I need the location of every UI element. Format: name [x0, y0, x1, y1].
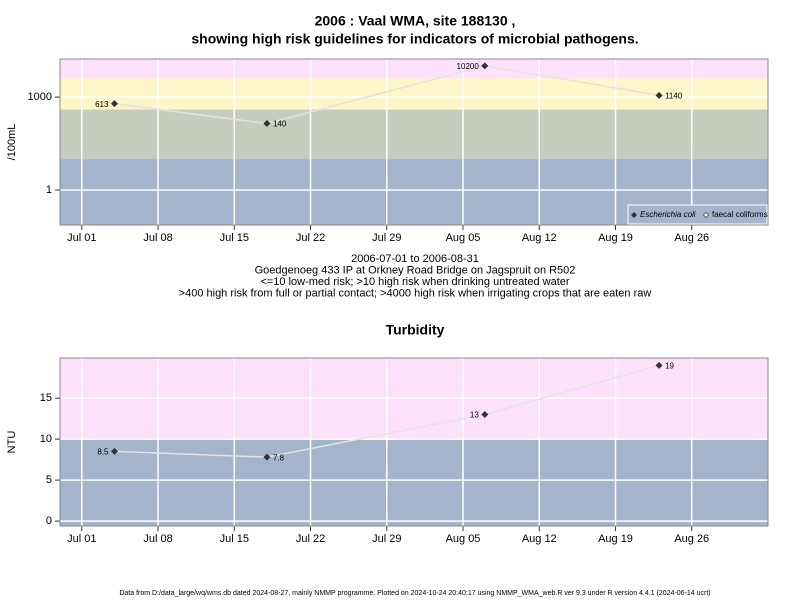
chart-title: Turbidity [386, 322, 445, 338]
risk-band [60, 78, 768, 110]
y-axis-label: /100mL [6, 124, 18, 161]
y-tick-label: 0 [46, 515, 52, 527]
legend-label: Escherichia coli [640, 210, 696, 219]
x-tick-label: Jul 22 [296, 533, 325, 545]
legend-label: faecal coliforms [712, 210, 768, 219]
data-label: 7.8 [273, 453, 285, 462]
x-tick-label: Jul 22 [296, 232, 325, 244]
data-point [263, 120, 271, 128]
x-tick-label: Aug 05 [446, 232, 481, 244]
y-tick-label: 1000 [28, 91, 52, 103]
chart-note: Goedgenoeg 433 IP at Orkney Road Bridge … [255, 264, 576, 276]
data-label: 1140 [665, 91, 683, 100]
x-tick-label: Aug 26 [674, 232, 709, 244]
data-point [110, 447, 118, 455]
chart-note: >400 high risk from full or partial cont… [179, 287, 652, 299]
y-tick-label: 10 [40, 433, 52, 445]
data-point [655, 91, 663, 99]
chart-title: 2006 : Vaal WMA, site 188130 , [315, 13, 516, 29]
data-label: 140 [273, 120, 287, 129]
legend-marker [631, 212, 637, 218]
x-tick-label: Aug 12 [522, 232, 557, 244]
legend-box [627, 204, 768, 225]
data-point [263, 453, 271, 461]
y-tick-label: 5 [46, 474, 52, 486]
x-tick-label: Jul 29 [372, 232, 401, 244]
x-tick-label: Jul 01 [67, 533, 96, 545]
data-label: 613 [95, 100, 109, 109]
risk-band [60, 439, 768, 526]
y-axis-label: NTU [6, 431, 18, 454]
y-tick-label: 1 [46, 184, 52, 196]
data-line [114, 364, 660, 458]
data-point [481, 62, 489, 70]
x-tick-label: Jul 15 [220, 232, 249, 244]
x-tick-label: Jul 08 [143, 533, 172, 545]
risk-band [60, 59, 768, 79]
x-tick-label: Jul 15 [220, 533, 249, 545]
x-tick-label: Aug 05 [446, 533, 481, 545]
x-tick-label: Jul 08 [143, 232, 172, 244]
data-point [655, 361, 663, 369]
x-tick-label: Aug 12 [522, 533, 557, 545]
chart-title: showing high risk guidelines for indicat… [191, 31, 638, 47]
footer: Data from D:/data_large/wq/wms.db dated … [119, 590, 710, 597]
data-point [481, 411, 489, 419]
chart-note: <=10 low-med risk; >10 high risk when dr… [260, 276, 569, 288]
x-tick-label: Jul 01 [67, 232, 96, 244]
x-tick-label: Aug 19 [598, 533, 633, 545]
x-tick-label: Aug 26 [674, 533, 709, 545]
data-label: 19 [665, 361, 674, 370]
plot-frame [59, 357, 769, 527]
legend-marker [703, 212, 709, 218]
data-label: 10200 [457, 62, 480, 71]
data-line [114, 65, 660, 125]
data-label: 13 [470, 411, 479, 420]
risk-band [60, 109, 768, 160]
data-point [110, 100, 118, 108]
plot-frame [59, 58, 769, 226]
x-tick-label: Aug 19 [598, 232, 633, 244]
y-tick-label: 15 [40, 392, 52, 404]
chart-note: 2006-07-01 to 2006-08-31 [351, 253, 479, 265]
data-label: 8.5 [97, 448, 109, 457]
x-tick-label: Jul 29 [372, 533, 401, 545]
